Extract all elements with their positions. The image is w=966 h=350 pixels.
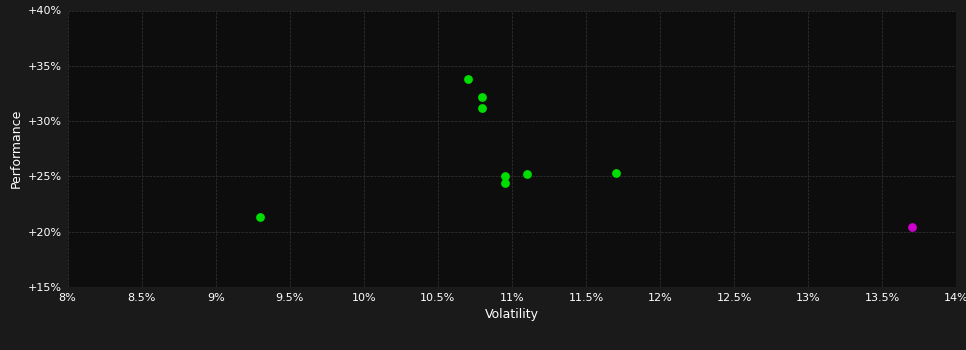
Point bbox=[904, 224, 920, 230]
Point bbox=[519, 172, 534, 177]
Point bbox=[497, 180, 512, 186]
Point bbox=[460, 76, 475, 82]
Point bbox=[608, 170, 623, 176]
X-axis label: Volatility: Volatility bbox=[485, 308, 539, 321]
Point bbox=[474, 105, 490, 111]
Point bbox=[474, 94, 490, 99]
Y-axis label: Performance: Performance bbox=[10, 109, 22, 188]
Point bbox=[252, 215, 268, 220]
Point bbox=[497, 174, 512, 179]
